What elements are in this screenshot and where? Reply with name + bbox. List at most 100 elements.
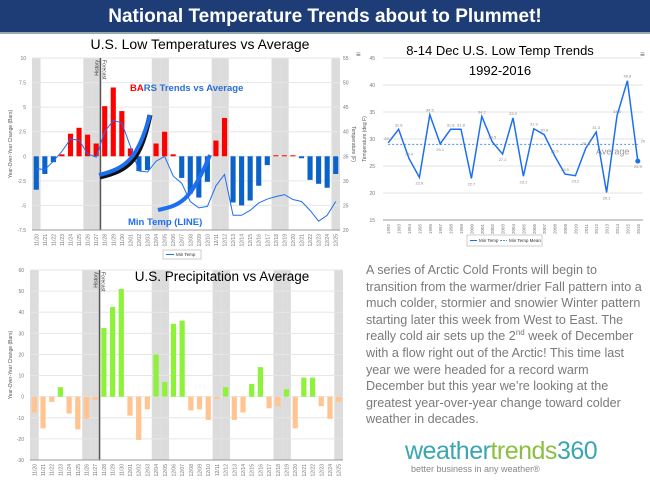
weekend-band (160, 270, 170, 460)
data-label: 31.8 (457, 122, 466, 127)
bar (162, 131, 168, 157)
x-tick-label: 2008 (553, 224, 558, 235)
x-tick-label: 12/14 (241, 464, 247, 477)
x-tick-label: 12/09 (198, 464, 204, 477)
low-temp-chart: 10 7.5 5 2.5 0 -2.5 -5 -7.5 Year-Over-Year Chang… (8, 36, 356, 260)
commentary-part-2: week of December with a flow right out o… (366, 329, 634, 427)
y2-tick-label: 40 (343, 130, 349, 136)
y-axis-label: Temperature (deg F) (362, 116, 368, 162)
x-tick-label: 2014 (615, 224, 620, 235)
bar (214, 396, 220, 399)
y-tick-label: 2.5 (19, 130, 26, 136)
bar (188, 396, 194, 411)
x-tick-label: 12/19 (282, 234, 288, 247)
x-tick-label: 11/27 (94, 234, 100, 246)
y-tick-label: 0 (21, 395, 24, 401)
bar (223, 387, 229, 397)
x-tick-label: 2015 (625, 224, 630, 235)
y-tick-label: 35 (369, 110, 375, 116)
bar (239, 156, 245, 206)
y2-tick-label: 55 (343, 56, 349, 62)
bar (83, 396, 90, 419)
x-tick-label: 12/12 (223, 234, 229, 247)
data-label: 31.8 (447, 122, 456, 127)
x-tick-label: 12/01 (128, 234, 134, 247)
x-tick-label: 11/26 (86, 234, 92, 246)
x-tick-label: 12/25 (334, 234, 340, 247)
bar (162, 381, 168, 397)
bar (264, 156, 270, 166)
bar (31, 396, 37, 413)
y2-tick-label: 30 (343, 179, 349, 185)
bar (153, 143, 159, 157)
data-label: 29.3 (384, 136, 393, 141)
bar (230, 156, 236, 203)
data-label: 23.5 (561, 167, 570, 172)
bar (59, 154, 65, 157)
y-tick-label: -20 (17, 437, 24, 443)
data-label: 31.8 (395, 122, 404, 127)
x-tick-label: 1992 (386, 224, 391, 235)
x-tick-label: 2000 (469, 224, 474, 235)
x-tick-label: 11/20 (32, 464, 38, 476)
logo-trends: trends (490, 437, 557, 465)
x-tick-label: 11/28 (103, 234, 109, 246)
bar (204, 156, 210, 182)
x-tick-label: 12/18 (274, 234, 280, 247)
x-tick-label: 12/04 (154, 234, 160, 247)
x-tick-label: 12/24 (328, 464, 334, 477)
data-label: 23.2 (572, 179, 581, 184)
data-label: 40.8 (624, 74, 633, 79)
chart-menu-icon: ≡ (640, 50, 645, 59)
x-tick-label: 11/26 (85, 464, 91, 476)
bar (153, 354, 159, 397)
x-tick-label: 12/17 (265, 234, 271, 247)
bar (136, 396, 142, 440)
x-tick-label: 12/05 (163, 234, 169, 247)
x-tick-label: 2007 (542, 224, 547, 235)
bar (221, 117, 228, 157)
chart-title: U.S. Low Temperatures vs Average (91, 36, 310, 52)
x-tick-label: 11/29 (111, 464, 117, 476)
y-tick-label: 30 (369, 137, 375, 143)
x-tick-label: 12/11 (215, 464, 221, 476)
bar (119, 111, 125, 157)
bar (273, 155, 279, 157)
x-tick-label: 11/21 (41, 464, 47, 476)
bar (257, 367, 264, 397)
x-tick-label: 1993 (397, 224, 402, 235)
x-tick-label: 11/23 (58, 464, 64, 476)
x-tick-label: 11/22 (50, 464, 56, 476)
logo-tagline: better business in any weather® (411, 464, 540, 474)
bar (127, 148, 133, 157)
y2-tick-label: 50 (343, 81, 349, 87)
chart-title-line-1: 8-14 Dec U.S. Low Temp Trends (406, 43, 594, 58)
bar (290, 155, 296, 157)
x-tick-label: 11/23 (60, 234, 66, 246)
history-label: History (94, 272, 100, 288)
data-label: 34.2 (478, 109, 487, 114)
bar (40, 396, 46, 429)
bar (309, 377, 316, 397)
y-tick-label: 5 (23, 105, 26, 111)
data-label: 26.4 (405, 151, 414, 156)
bar (144, 156, 151, 171)
line-annotation: Min Temp (LINE) (128, 217, 202, 228)
bar (307, 156, 313, 180)
x-tick-label: 12/10 (205, 234, 211, 247)
y-tick-label: 45 (369, 56, 375, 62)
y-tick-label: 25 (369, 164, 375, 170)
bars-annotation-red: BA (130, 83, 144, 94)
x-tick-label: 11/20 (34, 234, 40, 246)
bar (127, 396, 133, 416)
x-tick-label: 12/24 (325, 234, 331, 247)
highlight-point (635, 158, 641, 164)
bar (256, 156, 262, 186)
x-tick-label: 12/11 (214, 234, 220, 246)
x-tick-label: 12/03 (145, 464, 151, 477)
x-tick-label: 2004 (511, 224, 516, 235)
mean-value-label: 29 (641, 138, 646, 143)
x-tick-label: 12/22 (311, 464, 317, 477)
bar (213, 140, 219, 157)
